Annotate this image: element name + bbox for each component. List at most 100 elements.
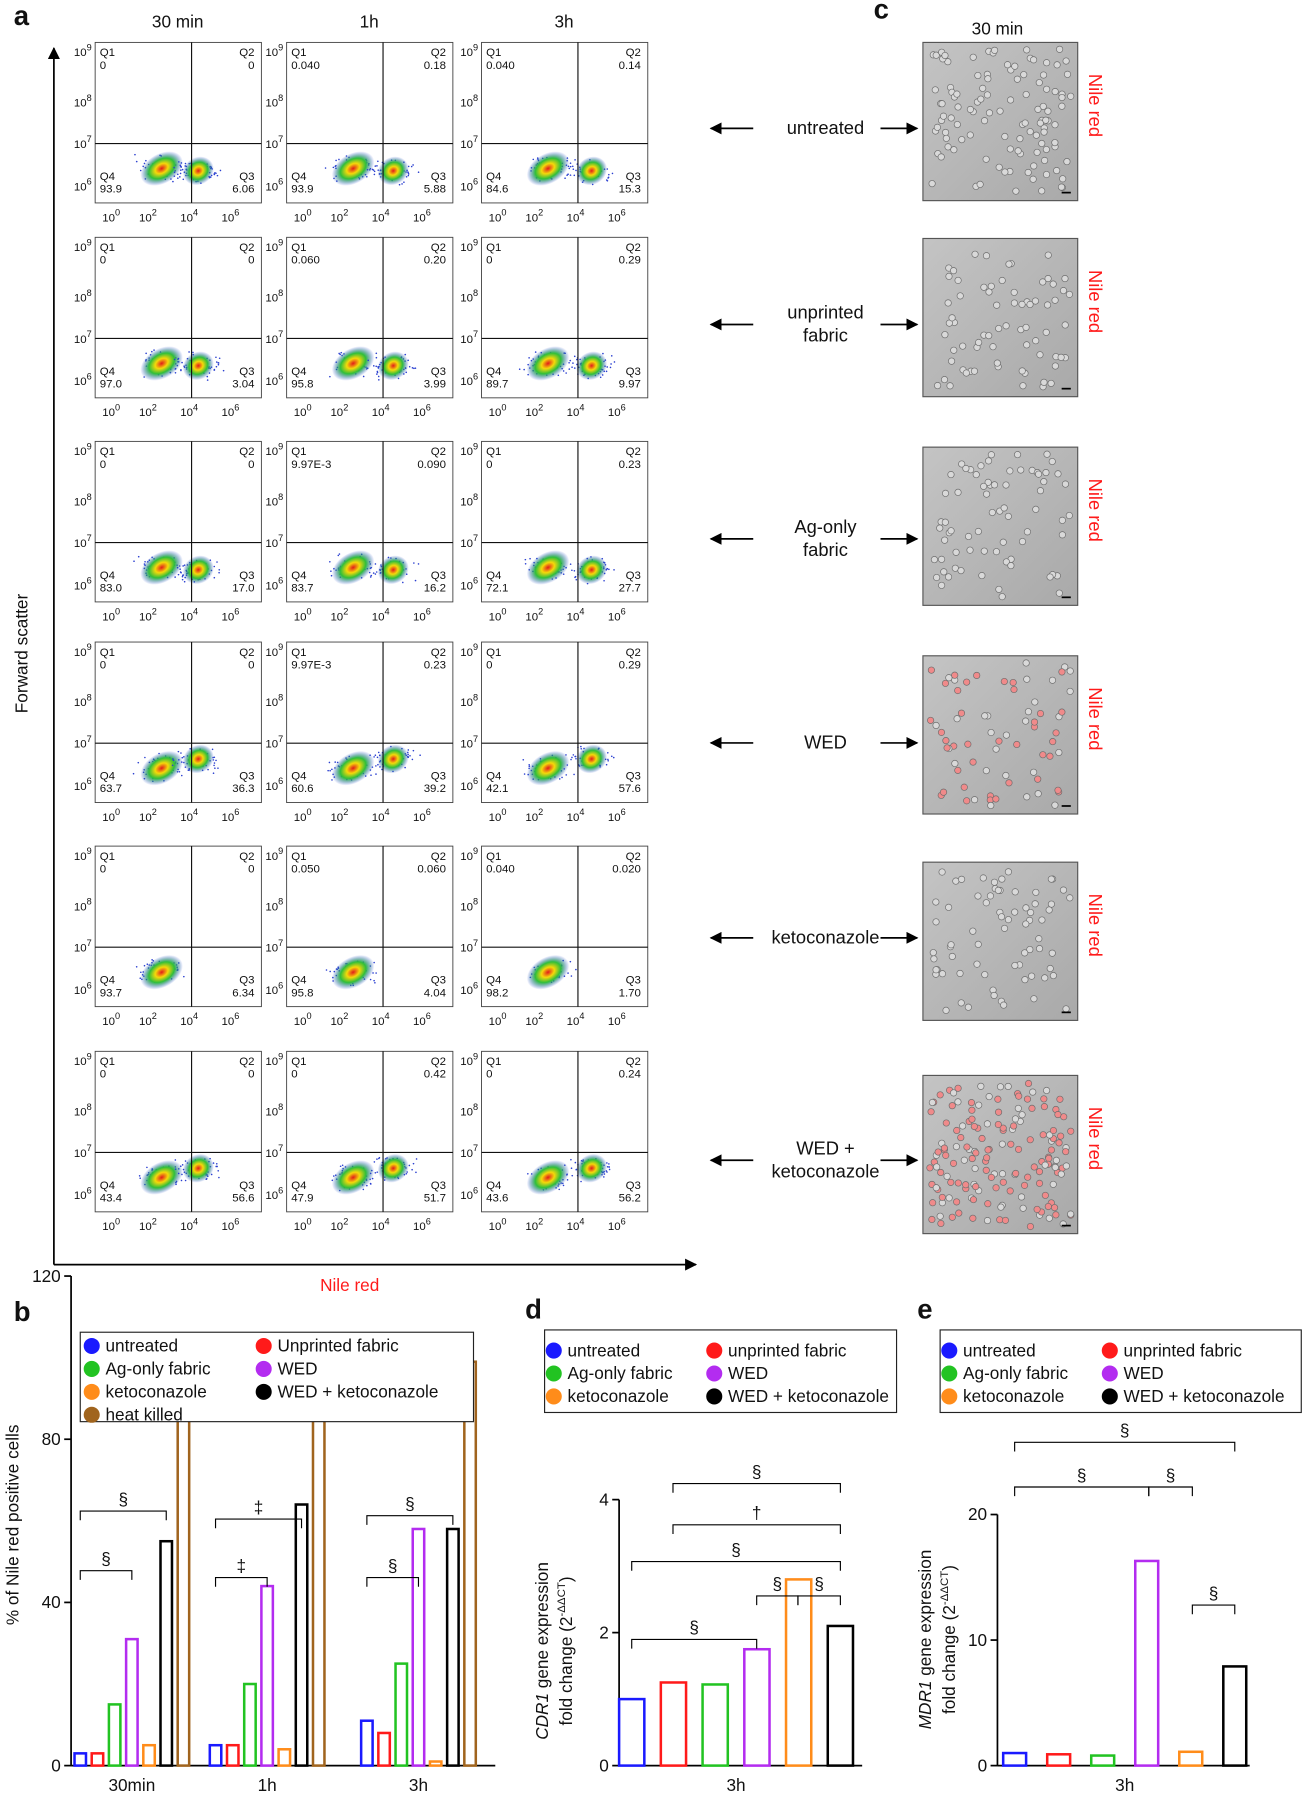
cell [959,1123,965,1129]
quadrant-name: Q3 [626,1180,641,1192]
cell [1035,471,1041,477]
cell [943,1007,949,1013]
significance-bracket [1192,1605,1234,1614]
tick-exponent: 7 [87,734,92,744]
tick-base: 10 [294,1016,307,1028]
event-dot [374,165,376,167]
event-dot [217,362,219,364]
tick-label: 106 [222,1011,240,1028]
tick-label: 109 [460,42,478,59]
tick-label: 104 [567,1216,585,1233]
panel-label: a [14,0,30,31]
tick-base: 10 [460,334,473,346]
tick-base: 10 [567,407,580,419]
event-dot [178,161,180,163]
cell [1024,794,1030,800]
cell [1010,1123,1016,1129]
cell [1048,1147,1054,1153]
legend-label: untreated [568,1340,641,1360]
event-dot [373,980,375,982]
cell [1001,678,1007,684]
cell [970,759,976,765]
tick-exponent: 6 [234,402,239,412]
cell [1053,167,1059,173]
tick-base: 10 [460,497,473,509]
cell [986,110,992,116]
tick-base: 10 [74,334,87,346]
cell [1052,1164,1058,1170]
event-dot [370,575,372,577]
cell [928,1109,934,1115]
event-dot [399,184,401,186]
event-dot [608,1166,610,1168]
tick-base: 10 [608,1016,621,1028]
tick-label: 108 [74,93,92,110]
quadrant-value: 63.7 [100,783,122,795]
cell [1058,354,1064,360]
cell [1031,996,1037,1002]
quadrant-value: 9.97E-3 [291,659,331,671]
event-dot [415,580,417,582]
legend-label: untreated [963,1340,1036,1360]
tick-label: 100 [102,1216,120,1233]
cell [973,1150,979,1156]
cell [1037,352,1043,358]
legend-swatch [706,1365,722,1381]
tick-exponent: 9 [278,42,283,52]
tick-label: 104 [180,402,198,419]
tick-label: 109 [265,642,283,659]
event-dot [413,562,415,564]
legend-swatch [84,1361,100,1377]
event-dot [174,359,176,361]
tick-base: 10 [460,242,473,254]
cell [937,1213,943,1219]
quadrant-value: 0 [248,255,254,267]
quadrant-value: 0 [248,659,254,671]
event-dot [573,175,575,177]
label-text: gene expression [532,1562,552,1693]
cell [979,572,985,578]
tick-exponent: 8 [87,897,92,907]
cell [997,108,1003,114]
event-dot [413,1163,415,1165]
cell [986,332,992,338]
tick-label: 108 [265,288,283,305]
event-dot [409,755,411,757]
quadrant-value: 43.6 [486,1193,508,1205]
cell [1040,103,1046,109]
event-dot [574,756,576,758]
cell [1062,481,1068,487]
tick-base: 10 [372,812,385,824]
event-dot [133,773,135,775]
tick-exponent: 6 [87,177,92,187]
tick-exponent: 4 [193,1011,198,1021]
tick-exponent: 4 [193,208,198,218]
quadrant-value: 0 [486,255,492,267]
cell [1049,458,1055,464]
cell [929,1216,935,1222]
quadrant-name: Q2 [431,446,446,458]
cell [933,574,939,580]
cell [927,1165,933,1171]
event-dot [376,1158,378,1160]
quadrant-value: 36.3 [232,783,254,795]
cell [1041,1103,1047,1109]
tick-base: 10 [74,1190,87,1202]
cell [1045,252,1051,258]
event-dot [370,979,372,981]
cell [1025,1080,1031,1086]
cell [998,914,1004,920]
event-dot [374,1161,376,1163]
tick-label: 107 [460,134,478,151]
tick-base: 10 [460,739,473,751]
cell [1014,741,1020,747]
tick-exponent: 6 [87,371,92,381]
quadrant-name: Q3 [239,975,254,987]
micrograph [923,862,1078,1020]
tick-base: 10 [222,812,235,824]
cell [982,713,988,719]
micrograph [923,656,1078,814]
event-dot [527,1173,529,1175]
event-dot [338,353,340,355]
tick-label: 100 [294,208,312,225]
